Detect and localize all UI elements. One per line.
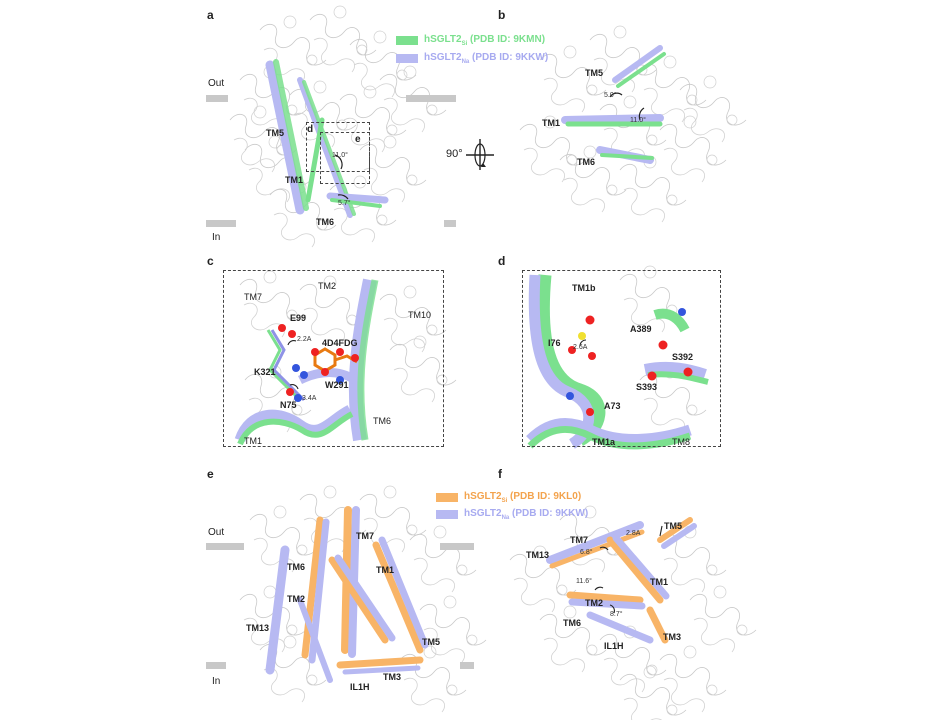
label-tm2-f: TM2 (585, 598, 603, 608)
inset-box-e (320, 132, 370, 184)
inset-label-e: e (355, 134, 361, 145)
label-tm6-e: TM6 (287, 562, 305, 572)
label-n75: N75 (280, 400, 297, 410)
label-s392: S392 (672, 352, 694, 362)
out-label-e: Out (208, 527, 225, 538)
label-tm2-c: TM2 (318, 281, 336, 291)
label-tm6-b: TM6 (577, 157, 595, 167)
angle-label-f-1: 6.8° (580, 549, 593, 556)
panel-letter-e: e (207, 467, 214, 481)
label-tm1-e: TM1 (376, 565, 394, 575)
distance-label-c-2: 3.4A (302, 395, 317, 402)
panel-e-protein-cartoon (239, 485, 487, 713)
label-tm10-c: TM10 (408, 310, 432, 320)
legend-entry-si-a: hSGLT2Si (PDB ID: 9KMN) (396, 34, 545, 47)
out-label-a: Out (208, 78, 225, 89)
membrane-bar (206, 95, 228, 102)
label-il1h-f: IL1H (604, 641, 624, 651)
panel-d-helix-detail (526, 265, 709, 450)
angle-label-f-2: 11.6° (576, 578, 592, 585)
panel-f-protein-cartoon (509, 505, 757, 720)
label-tm1-c: TM1 (244, 436, 262, 446)
label-il1h-e: IL1H (350, 682, 370, 692)
membrane-bar (206, 662, 226, 669)
panel-letter-a: a (207, 8, 214, 22)
legend-text: hSGLT2Na (PDB ID: 9KKW) (424, 52, 549, 65)
label-tm1a: TM1a (592, 437, 616, 447)
legend-entry-na-e: hSGLT2Na (PDB ID: 9KKW) (436, 508, 588, 521)
legend-text: hSGLT2Na (PDB ID: 9KKW) (464, 508, 589, 521)
distance-label-d-1: 2.6A (573, 344, 588, 351)
label-tm6-f: TM6 (563, 618, 581, 628)
in-label-a: In (212, 232, 221, 243)
label-tm1-a: TM1 (285, 175, 303, 185)
membrane-bar (440, 543, 474, 550)
legend-swatch (396, 36, 418, 45)
label-a73: A73 (604, 401, 621, 411)
label-tm1-f: TM1 (650, 577, 668, 587)
legend-swatch (436, 493, 458, 502)
angle-label-a-1: 11.0° (332, 152, 348, 159)
angle-label-b-2: 11.0° (630, 117, 646, 124)
panel-c-binding-site (234, 270, 457, 446)
label-tm5-f: TM5 (664, 521, 682, 531)
membrane-bar (460, 662, 474, 669)
label-tm1b: TM1b (572, 283, 596, 293)
membrane-bar (406, 95, 456, 102)
label-tm1-b: TM1 (542, 118, 560, 128)
label-tm5-b: TM5 (585, 68, 603, 78)
label-tm5-a: TM5 (266, 128, 284, 138)
panel-b-protein-cartoon (519, 25, 747, 223)
label-tm8: TM8 (672, 437, 690, 447)
angle-label-a-2: 5.7° (338, 200, 351, 207)
membrane-bar (444, 220, 456, 227)
legend-entry-na-a: hSGLT2Na (PDB ID: 9KKW) (396, 52, 548, 65)
label-tm13-f: TM13 (526, 550, 550, 560)
membrane-bar (206, 543, 244, 550)
label-tm7-c: TM7 (244, 292, 262, 302)
label-s393: S393 (636, 382, 658, 392)
label-i76: I76 (548, 338, 561, 348)
label-tm6-c: TM6 (373, 416, 391, 426)
label-tm3-f: TM3 (663, 632, 681, 642)
distance-label-c-1: 2.2A (297, 336, 312, 343)
label-4d4fdg: 4D4FDG (322, 338, 358, 348)
legend-swatch (436, 510, 458, 519)
legend-text: hSGLT2Si (PDB ID: 9KMN) (424, 34, 546, 47)
panel-a-protein-cartoon (229, 5, 447, 248)
in-label-e: In (212, 676, 221, 687)
label-tm3-e: TM3 (383, 672, 401, 682)
label-w291: W291 (325, 380, 349, 390)
rotation-arrow-icon (466, 139, 494, 170)
inset-label-d: d (307, 124, 314, 135)
legend-entry-si-e: hSGLT2Si (PDB ID: 9KL0) (436, 491, 581, 504)
label-tm7-e: TM7 (356, 531, 374, 541)
distance-label-f-1: 2.8A (626, 530, 641, 537)
panel-letter-b: b (498, 8, 506, 22)
panel-d-frame (522, 270, 721, 447)
legend-swatch (396, 54, 418, 63)
ligand-4d4fdg (311, 347, 359, 376)
label-a389: A389 (630, 324, 652, 334)
membrane-bar (206, 220, 236, 227)
label-tm2-e: TM2 (287, 594, 305, 604)
panel-letter-f: f (498, 467, 502, 481)
label-tm13-e: TM13 (246, 623, 270, 633)
panel-letter-c: c (207, 254, 214, 268)
label-tm7-f: TM7 (570, 535, 588, 545)
legend-text: hSGLT2Si (PDB ID: 9KL0) (464, 491, 582, 504)
rotation-label: 90° (446, 148, 463, 160)
label-e99: E99 (290, 313, 307, 323)
angle-label-f-3: 8.7° (610, 611, 623, 618)
angle-label-b-1: 5.0° (604, 92, 617, 99)
label-k321: K321 (254, 367, 276, 377)
panel-letter-d: d (498, 254, 506, 268)
panel-c-frame (223, 270, 444, 447)
label-tm5-e: TM5 (422, 637, 440, 647)
label-tm6-a: TM6 (316, 217, 334, 227)
